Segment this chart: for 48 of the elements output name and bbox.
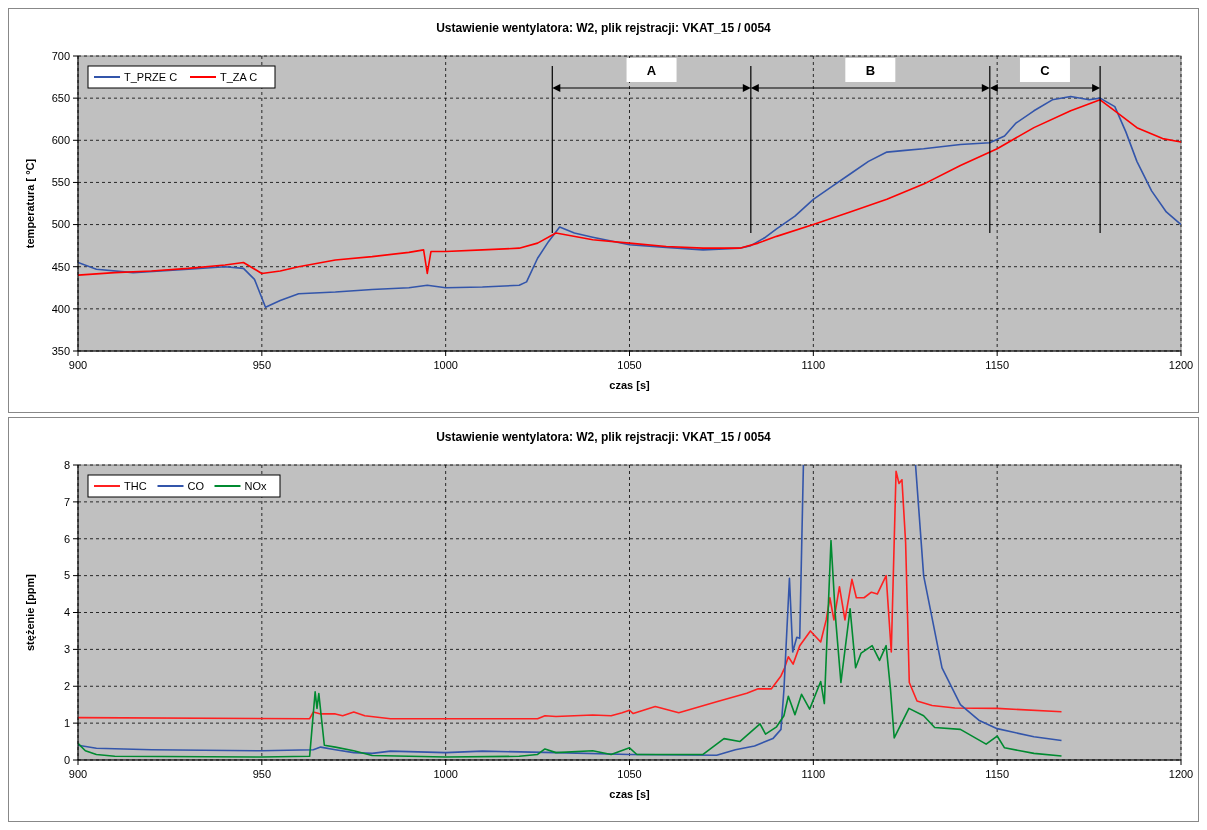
x-tick-label: 900 <box>68 359 88 371</box>
y-tick-label: 7 <box>63 495 70 508</box>
x-tick-label: 1100 <box>801 359 826 371</box>
line-series <box>78 99 1181 276</box>
annotation: C <box>1040 63 1051 78</box>
y-tick-label: 2 <box>63 680 70 693</box>
x-axis-title: czas [s] <box>609 788 651 800</box>
y-tick-label: 350 <box>51 344 70 357</box>
y-tick-label: 650 <box>51 91 70 104</box>
x-tick-label: 1150 <box>985 359 1009 371</box>
x-tick-label: 950 <box>252 359 272 371</box>
legend-label: NOx <box>244 479 267 492</box>
x-tick-label: 950 <box>252 768 272 780</box>
y-tick-label: 8 <box>63 458 70 471</box>
x-tick-label: 1050 <box>617 768 642 780</box>
y-tick-label: 1 <box>63 716 70 729</box>
annotation: B <box>865 63 876 78</box>
y-tick-label: 550 <box>51 176 70 189</box>
x-tick-label: 1100 <box>801 768 826 780</box>
x-tick-label: 1050 <box>617 359 642 371</box>
chart-title: Ustawienie wentylatora: W2, plik rejstracji: VKAT_15 / 0054 <box>436 430 772 444</box>
y-tick-label: 500 <box>51 218 70 231</box>
x-tick-label: 1000 <box>433 359 458 371</box>
x-axis-title: czas [s] <box>609 379 651 391</box>
y-tick-label: 4 <box>63 606 70 619</box>
y-tick-label: 5 <box>63 569 70 582</box>
legend-label: THC <box>124 479 147 492</box>
line-series <box>78 95 1181 308</box>
legend-label: T_PRZE C <box>124 70 178 83</box>
y-axis-title: temperatura [ °C] <box>24 158 36 249</box>
x-tick-label: 1150 <box>985 768 1009 780</box>
y-tick-label: 0 <box>63 753 70 766</box>
legend-label: CO <box>187 479 205 492</box>
y-tick-label: 6 <box>63 532 70 545</box>
y-tick-label: 700 <box>51 49 70 62</box>
annotation: A <box>646 63 657 78</box>
x-tick-label: 1200 <box>1168 359 1194 371</box>
y-axis-title: stężenie [ppm] <box>24 573 36 652</box>
y-tick-label: 3 <box>63 643 70 656</box>
legend-label: T_ZA C <box>220 70 258 83</box>
y-tick-label: 400 <box>51 302 70 315</box>
x-tick-label: 1000 <box>433 768 458 780</box>
x-tick-label: 1200 <box>1168 768 1194 780</box>
y-tick-label: 600 <box>51 134 70 147</box>
y-tick-label: 450 <box>51 260 70 273</box>
line-series <box>78 539 1063 758</box>
x-tick-label: 900 <box>68 768 88 780</box>
chart-title: Ustawienie wentylatora: W2, plik rejstracji: VKAT_15 / 0054 <box>436 21 772 35</box>
